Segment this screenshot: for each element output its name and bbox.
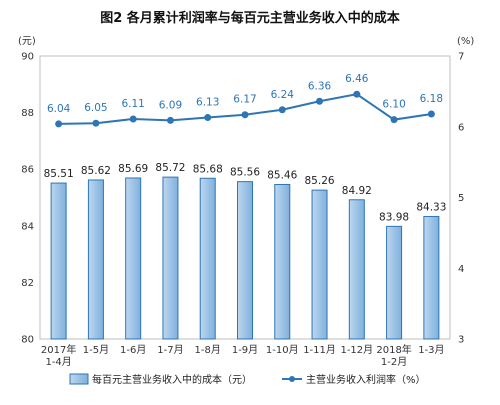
right-tick-label: 7 [458,52,464,63]
bar [87,179,104,340]
legend: 每百元主营业务收入中的成本（元） 主营业务收入利润率（%） [69,373,426,386]
left-tick-label: 88 [21,108,34,119]
bar-value-label: 85.26 [305,175,335,187]
line-value-label: 6.36 [308,80,332,92]
line-value-labels: 6.04 6.05 6.11 6.09 6.13 6.17 6.24 6.36 6.46 6.10… [47,73,443,115]
line-value-label: 6.11 [121,98,144,110]
bar [348,199,365,340]
legend-bar-swatch [69,373,89,385]
bar-value-label: 85.72 [155,162,185,174]
bar-value-label: 85.46 [267,169,297,181]
line-point [166,116,174,124]
line-value-label: 6.09 [159,99,182,111]
line-point [390,116,398,124]
bar-value-label: 85.69 [118,163,148,175]
line-series [55,90,435,128]
line-value-label: 6.46 [345,73,369,85]
left-axis-unit: (元) [18,36,36,47]
line-point [92,119,100,127]
x-tick-label: 1-7月 [157,344,183,356]
x-tick-label: 1-10月 [266,344,299,356]
line-point [204,114,212,122]
line-point [129,115,137,123]
line-point [278,106,286,114]
bar-value-label: 83.98 [379,211,409,223]
bar [125,177,142,340]
right-axis-ticks: 3 4 5 6 7 [458,52,464,346]
line-point [55,120,63,128]
left-tick-label: 86 [21,165,34,176]
bar [274,183,291,340]
line-value-label: 6.17 [233,94,256,106]
legend-bar-label: 每百元主营业务收入中的成本（元） [92,373,252,386]
line-point [241,111,249,119]
right-axis-unit: (%) [457,36,474,47]
line-value-label: 6.10 [382,99,405,111]
right-tick-label: 5 [458,193,464,204]
left-axis-ticks: 80 82 84 86 88 90 [21,52,34,346]
x-tick-label: 2018年 1-2月 [376,343,411,368]
right-tick-label: 4 [458,264,464,275]
x-tick-label: 1-6月 [120,344,146,356]
bar-value-label: 85.56 [230,167,260,179]
legend-line-marker [289,376,295,382]
bar-value-label: 85.62 [81,165,111,177]
bar [162,176,179,340]
line-point [316,97,324,105]
line-value-label: 6.13 [196,97,219,109]
bar [423,215,440,340]
bar [199,177,216,340]
legend-line-label: 主营业务收入利润率（%） [306,373,426,386]
line-point [353,90,361,98]
right-tick-label: 3 [458,335,464,346]
x-tick-label: 1-9月 [232,344,258,356]
left-tick-label: 80 [21,335,34,346]
bar-value-label: 84.92 [342,185,372,197]
x-tick-label: 1-3月 [418,344,444,356]
bar-value-label: 85.51 [44,168,74,180]
left-tick-label: 84 [21,221,34,232]
bar-series [50,176,440,340]
x-tick-label: 1-11月 [303,344,336,356]
line-value-label: 6.04 [47,103,71,115]
bar-value-label: 85.68 [193,163,223,175]
line-value-label: 6.18 [420,93,443,105]
bar [311,189,328,340]
left-tick-label: 82 [21,278,34,289]
bar [237,181,253,340]
chart-title: 图2 各月累计利润率与每百元主营业务收入中的成本 [100,10,400,26]
line-value-label: 6.05 [84,102,107,114]
right-tick-label: 6 [458,122,464,133]
x-tick-label: 1-5月 [83,344,109,356]
bar [386,225,403,340]
line-point [427,110,435,118]
x-tick-label: 2017年 1-4月 [41,343,76,368]
x-axis-ticks: 2017年 1-4月 1-5月 1-6月 1-7月 1-8月 1-9月 1-10月 1-11月 1… [41,343,445,368]
bar [50,182,67,340]
bar-value-labels: 85.51 85.62 85.69 85.72 85.68 85.56 85.46 85.26… [44,162,447,223]
line-value-label: 6.24 [271,89,295,101]
x-tick-label: 1-12月 [340,344,373,356]
x-tick-label: 1-8月 [195,344,221,356]
bar-value-label: 84.33 [416,201,446,213]
left-tick-label: 90 [21,52,34,63]
